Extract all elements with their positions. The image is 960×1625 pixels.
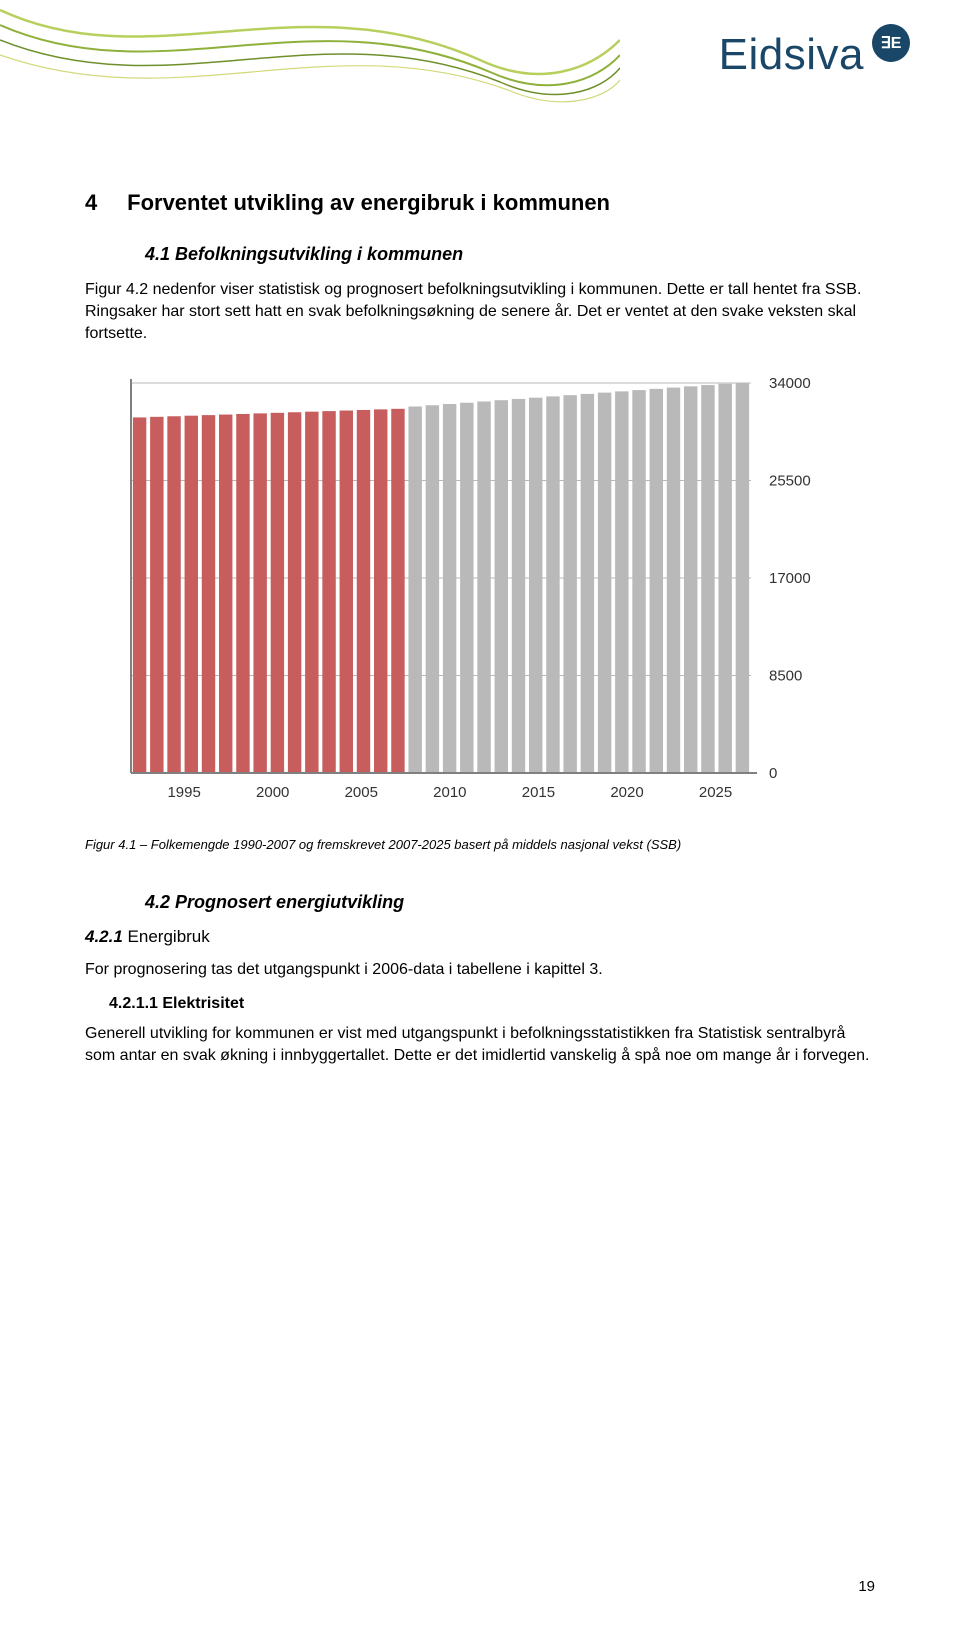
chart-svg: 0 8500 17000 25500 34000 1995 2000 2005 2010 2015… (85, 373, 825, 813)
svg-text:2015: 2015 (522, 784, 555, 801)
brand-badge: ∃E (872, 24, 910, 62)
page-header: Eidsiva ∃E (0, 0, 960, 140)
svg-text:34000: 34000 (769, 375, 811, 392)
figure-caption: Figur 4.1 – Folkemengde 1990-2007 og fre… (85, 837, 875, 852)
population-chart: 0 8500 17000 25500 34000 1995 2000 2005 2010 2015… (85, 373, 875, 813)
section-title: Forventet utvikling av energibruk i komm… (127, 190, 610, 215)
brand-logo: Eidsiva ∃E (719, 30, 910, 80)
svg-text:2025: 2025 (699, 784, 732, 801)
subsection-title: Befolkningsutvikling i kommunen (175, 244, 463, 264)
subsection-number: 4.1 (145, 244, 170, 264)
subsection-4-2-1-1: 4.2.1.1 Elektrisitet (109, 995, 875, 1013)
subsection-title: Prognosert energiutvikling (175, 892, 404, 912)
brand-name: Eidsiva (719, 30, 864, 80)
paragraph-intro: Figur 4.2 nedenfor viser statistisk og p… (85, 279, 875, 345)
paragraph-elektrisitet: Generell utvikling for kommunen er vist … (85, 1023, 875, 1067)
section-heading: 4 Forventet utvikling av energibruk i ko… (85, 190, 875, 216)
page-number: 19 (858, 1578, 875, 1595)
svg-text:2020: 2020 (610, 784, 643, 801)
subsection-4-2-1: 4.2.1 Energibruk (85, 927, 875, 947)
subsection-number: 4.2.1 (85, 927, 123, 946)
subsection-number: 4.2 (145, 892, 170, 912)
svg-text:17000: 17000 (769, 570, 811, 587)
decorative-swoosh (0, 0, 620, 120)
svg-text:2010: 2010 (433, 784, 466, 801)
page-content: 4 Forventet utvikling av energibruk i ko… (0, 140, 960, 1067)
svg-text:8500: 8500 (769, 668, 802, 685)
svg-text:0: 0 (769, 765, 777, 782)
paragraph-energibruk: For prognosering tas det utgangspunkt i … (85, 959, 875, 981)
svg-text:1995: 1995 (167, 784, 200, 801)
svg-text:2000: 2000 (256, 784, 289, 801)
section-number: 4 (85, 190, 121, 216)
svg-text:25500: 25500 (769, 473, 811, 490)
subsection-title: Energibruk (128, 927, 210, 946)
subsection-4-1: 4.1 Befolkningsutvikling i kommunen (145, 244, 875, 265)
subsection-4-2: 4.2 Prognosert energiutvikling (145, 892, 875, 913)
svg-text:2005: 2005 (345, 784, 378, 801)
